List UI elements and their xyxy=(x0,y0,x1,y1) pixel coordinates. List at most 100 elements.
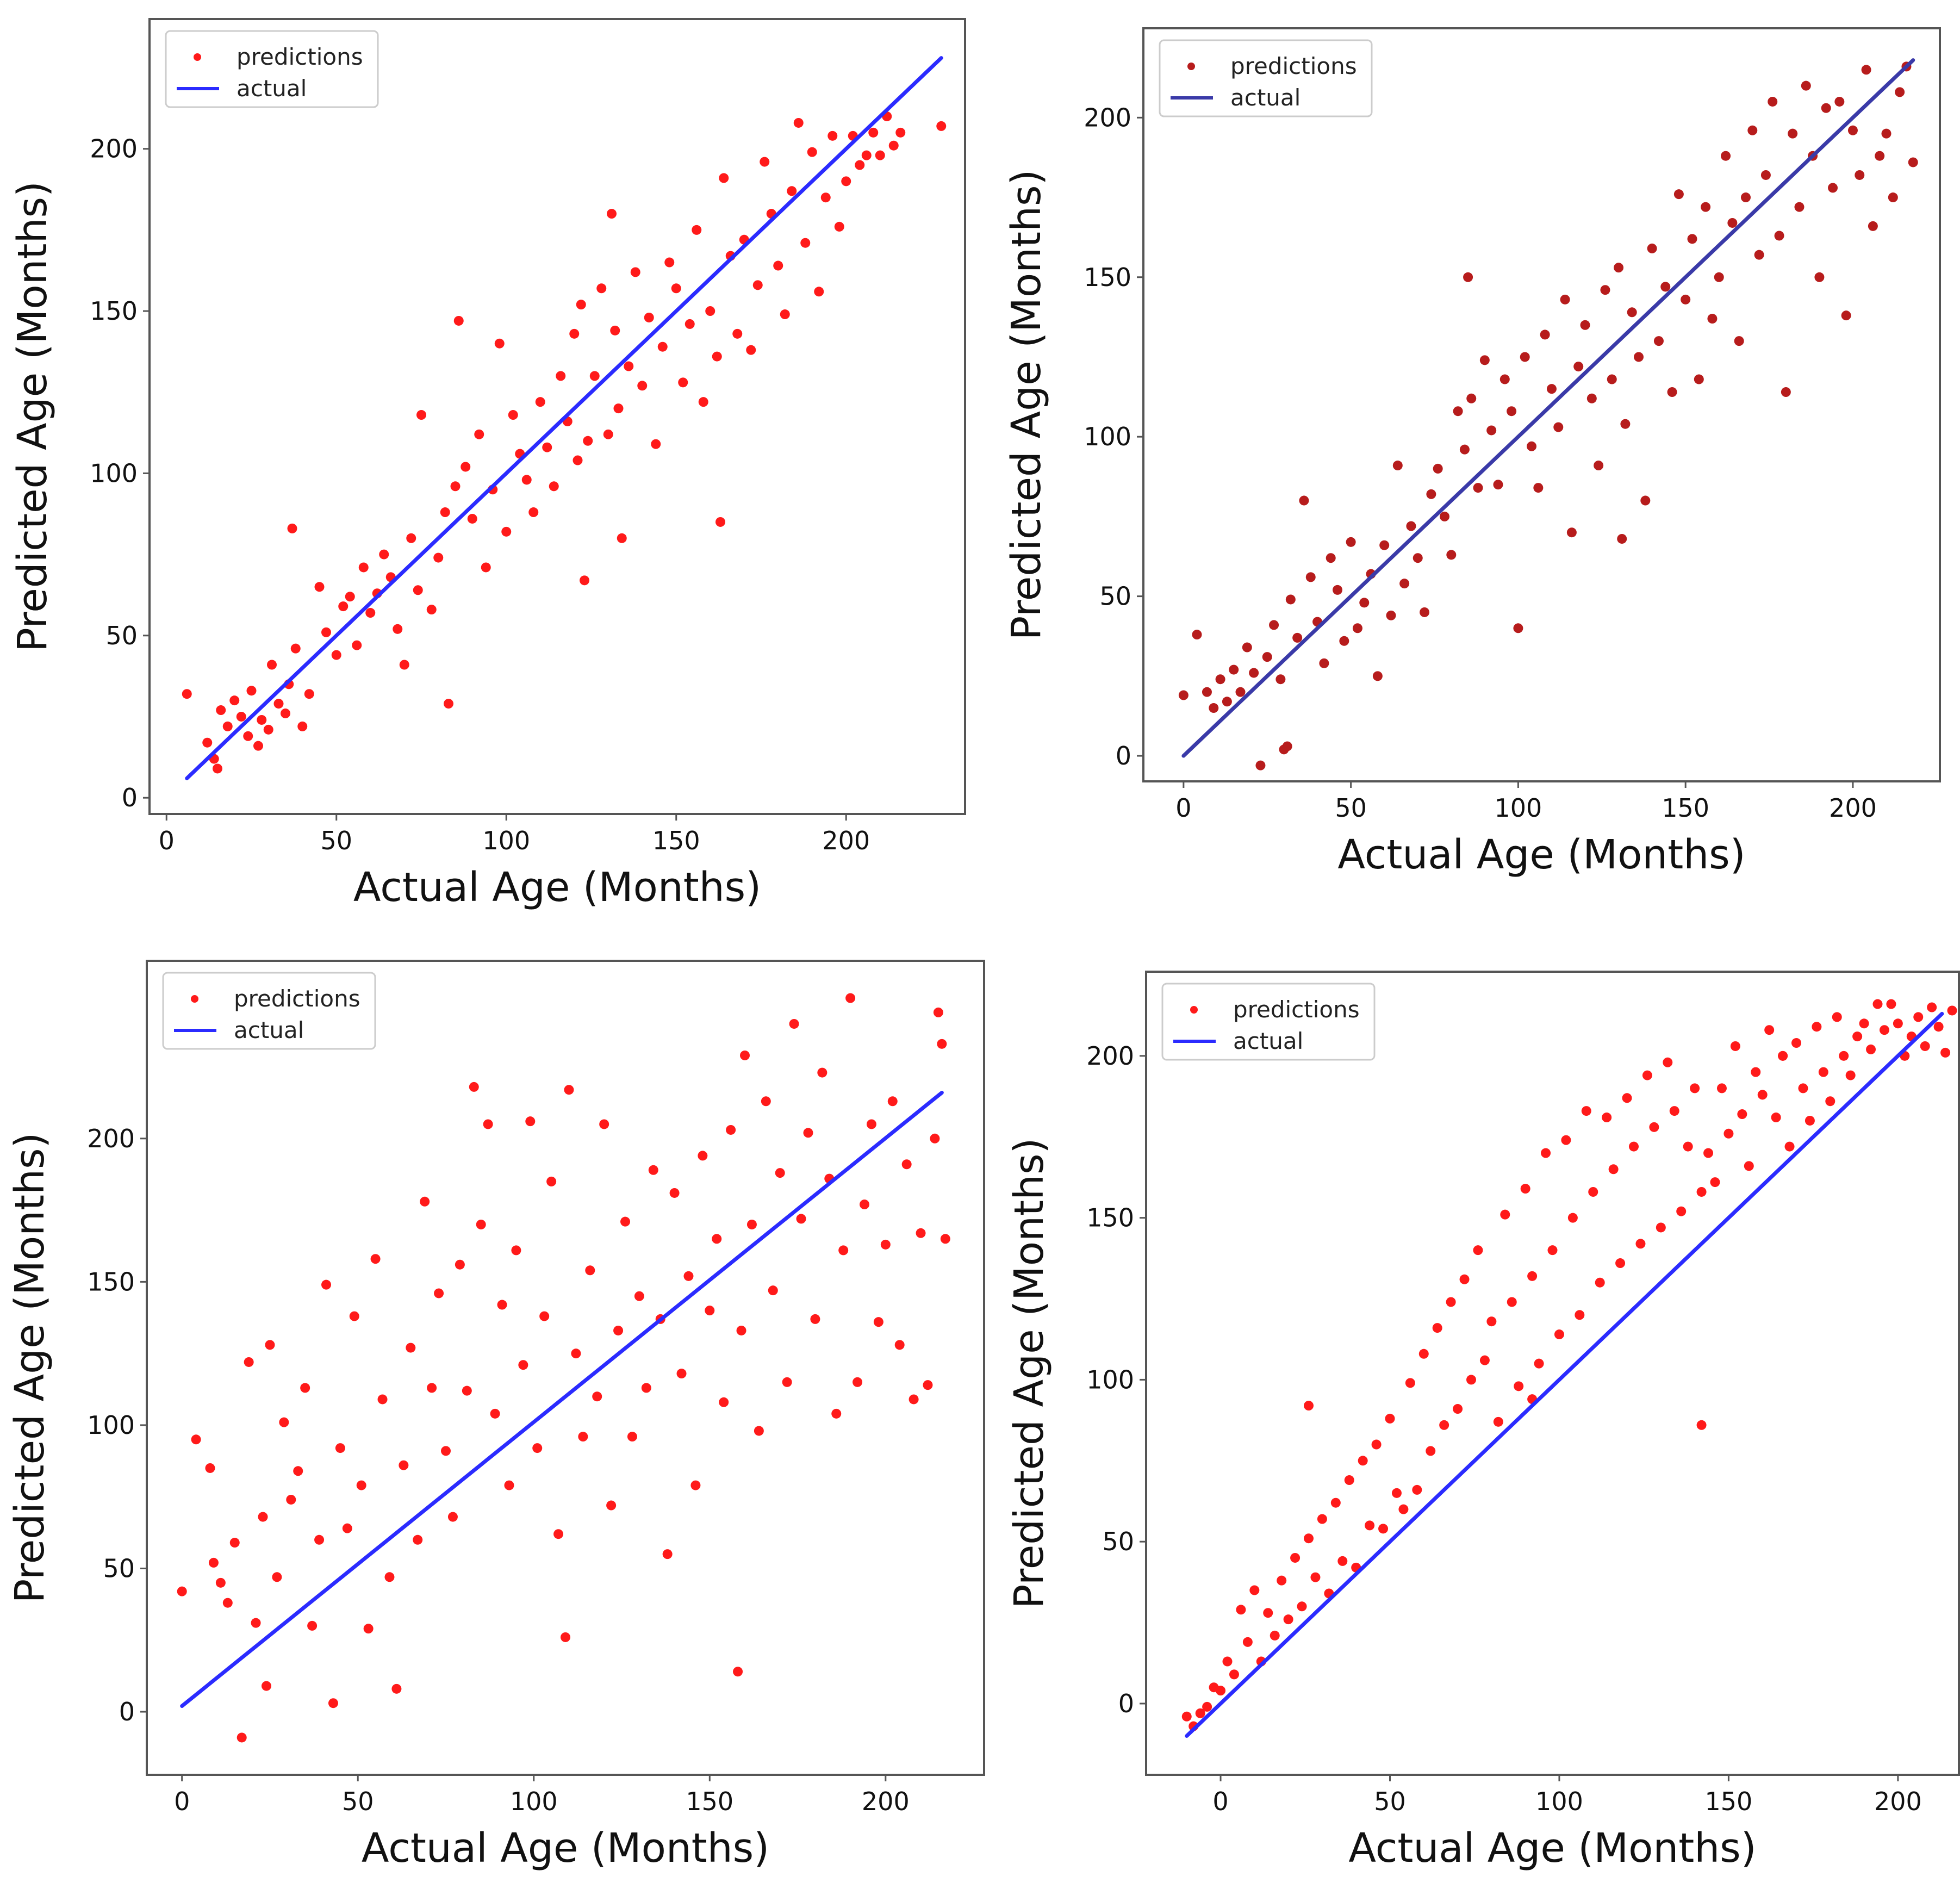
prediction-point xyxy=(880,1239,891,1250)
prediction-point xyxy=(853,1377,863,1387)
prediction-point xyxy=(1446,550,1457,560)
prediction-point xyxy=(434,1288,444,1298)
prediction-point xyxy=(1834,96,1845,107)
prediction-point xyxy=(1269,620,1279,630)
prediction-point xyxy=(845,993,856,1003)
prediction-point xyxy=(868,127,879,138)
prediction-point xyxy=(413,585,423,595)
prediction-point xyxy=(861,150,872,160)
prediction-point xyxy=(1764,1025,1775,1035)
prediction-point xyxy=(1852,1032,1863,1042)
prediction-point xyxy=(620,1216,630,1227)
prediction-point xyxy=(287,523,297,533)
prediction-point xyxy=(585,1265,595,1276)
prediction-point xyxy=(1696,1420,1707,1430)
actual-line xyxy=(1181,58,1915,758)
prediction-point xyxy=(1426,1446,1436,1456)
prediction-point xyxy=(1841,310,1851,321)
prediction-point xyxy=(1676,1206,1687,1216)
prediction-point xyxy=(440,507,450,518)
prediction-point xyxy=(1868,221,1878,231)
prediction-point xyxy=(596,283,607,294)
prediction-point xyxy=(1305,572,1316,582)
x-axis-label: Actual Age (Months) xyxy=(362,1825,769,1872)
prediction-point xyxy=(1694,374,1704,384)
prediction-point xyxy=(1778,1051,1788,1061)
prediction-point xyxy=(715,517,725,527)
prediction-point xyxy=(1533,483,1544,493)
prediction-point xyxy=(1663,1057,1673,1067)
prediction-point xyxy=(1486,425,1497,436)
prediction-point xyxy=(1754,250,1764,260)
prediction-point xyxy=(606,1500,617,1511)
prediction-point xyxy=(213,763,222,774)
prediction-point xyxy=(1567,1213,1578,1223)
prediction-point xyxy=(1814,272,1825,282)
plot-frame xyxy=(1145,971,1960,1776)
prediction-point xyxy=(561,1632,570,1642)
prediction-point xyxy=(1459,1274,1470,1284)
prediction-point xyxy=(1788,128,1798,139)
prediction-point xyxy=(216,705,226,716)
prediction-point xyxy=(1554,1329,1564,1340)
prediction-point xyxy=(683,1271,694,1281)
y-tick-label: 50 xyxy=(1102,1527,1134,1556)
prediction-point xyxy=(1399,579,1410,589)
prediction-point xyxy=(1386,610,1396,620)
x-tick-label: 150 xyxy=(652,826,700,855)
legend-predictions-marker xyxy=(1190,1006,1198,1014)
prediction-point xyxy=(1277,1575,1287,1586)
x-axis-label: Actual Age (Months) xyxy=(353,864,761,911)
x-tick-label: 150 xyxy=(1662,793,1709,823)
prediction-point xyxy=(1861,65,1871,75)
prediction-point xyxy=(1392,461,1403,471)
prediction-point xyxy=(1723,1128,1734,1139)
prediction-point xyxy=(406,533,416,543)
prediction-point xyxy=(1634,352,1644,362)
prediction-point xyxy=(1215,674,1225,685)
prediction-point xyxy=(342,1523,352,1533)
prediction-point xyxy=(937,1039,947,1049)
prediction-point xyxy=(637,381,648,391)
prediction-point xyxy=(1595,1277,1605,1288)
y-axis-label: Predicted Age (Months) xyxy=(1003,170,1050,641)
prediction-point xyxy=(1716,1083,1727,1093)
y-axis-label: Predicted Age (Months) xyxy=(1006,1138,1053,1609)
legend-predictions-label: predictions xyxy=(1233,996,1360,1023)
prediction-point xyxy=(1463,272,1473,282)
prediction-point xyxy=(866,1119,876,1129)
y-tick-label: 100 xyxy=(87,1410,135,1440)
prediction-point xyxy=(820,192,831,203)
prediction-point xyxy=(719,173,729,183)
prediction-point xyxy=(807,147,817,157)
prediction-point xyxy=(1229,1669,1239,1680)
prediction-point xyxy=(1304,1533,1314,1544)
y-tick-label: 150 xyxy=(1086,1203,1134,1233)
x-tick-label: 50 xyxy=(1335,793,1367,823)
prediction-point xyxy=(455,1259,465,1270)
prediction-point xyxy=(1242,642,1252,653)
prediction-point xyxy=(1710,1177,1720,1188)
prediction-point xyxy=(208,1557,219,1568)
prediction-point xyxy=(370,1254,381,1264)
prediction-point xyxy=(1647,243,1657,253)
prediction-point xyxy=(740,1050,750,1060)
prediction-point xyxy=(1553,422,1564,432)
prediction-point xyxy=(817,1067,827,1078)
prediction-point xyxy=(841,176,851,187)
prediction-point xyxy=(664,257,675,268)
plot-frame xyxy=(146,960,985,1776)
prediction-point xyxy=(1527,441,1537,451)
prediction-point xyxy=(1649,1122,1659,1132)
prediction-point xyxy=(1600,285,1610,295)
prediction-point xyxy=(1459,444,1470,455)
prediction-point xyxy=(286,1494,296,1505)
prediction-point xyxy=(1178,690,1189,700)
prediction-point xyxy=(1473,1245,1483,1256)
y-tick-label: 100 xyxy=(90,458,138,488)
prediction-point xyxy=(1784,1141,1795,1152)
prediction-point xyxy=(1202,1701,1212,1712)
legend-predictions-marker xyxy=(194,53,201,61)
prediction-point xyxy=(1737,1109,1747,1120)
prediction-point xyxy=(1660,282,1671,292)
